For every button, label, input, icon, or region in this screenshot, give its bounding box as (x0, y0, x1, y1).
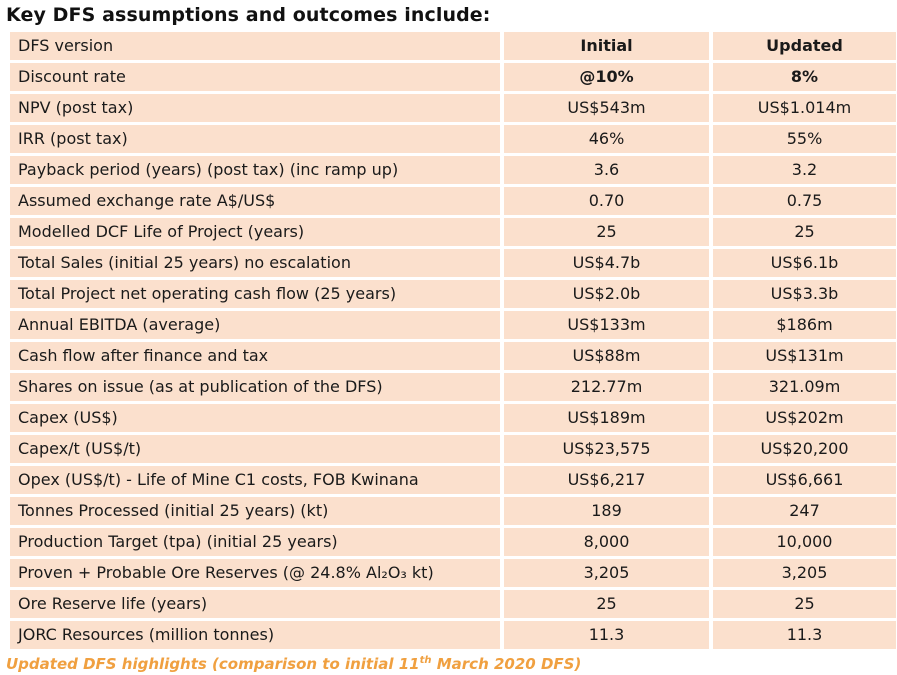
row-metric: Modelled DCF Life of Project (years) (10, 218, 500, 246)
table-header-row: DFS version Initial Updated (10, 32, 896, 60)
row-metric: Tonnes Processed (initial 25 years) (kt) (10, 497, 500, 525)
row-initial: 8,000 (504, 528, 709, 556)
section-heading: Key DFS assumptions and outcomes include… (6, 4, 491, 26)
row-initial: 3.6 (504, 156, 709, 184)
row-metric: Cash flow after finance and tax (10, 342, 500, 370)
row-metric: Assumed exchange rate A$/US$ (10, 187, 500, 215)
row-updated: 25 (713, 218, 896, 246)
dfs-table: DFS version Initial Updated Discount rat… (6, 29, 897, 652)
row-metric: Capex (US$) (10, 404, 500, 432)
caption-text-end: March 2020 DFS) (431, 655, 582, 673)
row-initial: @10% (504, 63, 709, 91)
row-initial: US$543m (504, 94, 709, 122)
table-row: Total Project net operating cash flow (2… (10, 280, 896, 308)
table-row: Assumed exchange rate A$/US$ 0.70 0.75 (10, 187, 896, 215)
row-metric: Annual EBITDA (average) (10, 311, 500, 339)
row-updated: 3.2 (713, 156, 896, 184)
table-row: Annual EBITDA (average) US$133m $186m (10, 311, 896, 339)
table-row: Production Target (tpa) (initial 25 year… (10, 528, 896, 556)
row-metric: Proven + Probable Ore Reserves (@ 24.8% … (10, 559, 500, 587)
row-initial: 3,205 (504, 559, 709, 587)
table-row: Proven + Probable Ore Reserves (@ 24.8% … (10, 559, 896, 587)
caption-superscript: th (419, 655, 432, 666)
table-row: Modelled DCF Life of Project (years) 25 … (10, 218, 896, 246)
header-metric: DFS version (10, 32, 500, 60)
row-initial: US$189m (504, 404, 709, 432)
row-updated: US$202m (713, 404, 896, 432)
row-updated: US$20,200 (713, 435, 896, 463)
row-updated: 11.3 (713, 621, 896, 649)
row-updated: US$1.014m (713, 94, 896, 122)
row-updated: 10,000 (713, 528, 896, 556)
row-updated: US$131m (713, 342, 896, 370)
row-updated: US$3.3b (713, 280, 896, 308)
row-initial: US$23,575 (504, 435, 709, 463)
row-initial: US$88m (504, 342, 709, 370)
row-initial: US$6,217 (504, 466, 709, 494)
row-metric: Payback period (years) (post tax) (inc r… (10, 156, 500, 184)
row-initial: 212.77m (504, 373, 709, 401)
row-updated: US$6.1b (713, 249, 896, 277)
table-row: Total Sales (initial 25 years) no escala… (10, 249, 896, 277)
row-metric: IRR (post tax) (10, 125, 500, 153)
table-row: Discount rate @10% 8% (10, 63, 896, 91)
table-row: Tonnes Processed (initial 25 years) (kt)… (10, 497, 896, 525)
table-row: Opex (US$/t) - Life of Mine C1 costs, FO… (10, 466, 896, 494)
table-row: Cash flow after finance and tax US$88m U… (10, 342, 896, 370)
row-initial: US$4.7b (504, 249, 709, 277)
row-initial: 0.70 (504, 187, 709, 215)
table-row: Ore Reserve life (years) 25 25 (10, 590, 896, 618)
row-updated: 247 (713, 497, 896, 525)
row-metric: Production Target (tpa) (initial 25 year… (10, 528, 500, 556)
caption-text: Updated DFS highlights (comparison to in… (6, 655, 420, 673)
row-initial: US$133m (504, 311, 709, 339)
table-row: Capex (US$) US$189m US$202m (10, 404, 896, 432)
row-metric: Ore Reserve life (years) (10, 590, 500, 618)
row-initial: 11.3 (504, 621, 709, 649)
row-metric: Total Sales (initial 25 years) no escala… (10, 249, 500, 277)
table-row: Capex/t (US$/t) US$23,575 US$20,200 (10, 435, 896, 463)
table-row: Payback period (years) (post tax) (inc r… (10, 156, 896, 184)
row-metric: Shares on issue (as at publication of th… (10, 373, 500, 401)
row-updated: 8% (713, 63, 896, 91)
table-row: Shares on issue (as at publication of th… (10, 373, 896, 401)
row-metric: Capex/t (US$/t) (10, 435, 500, 463)
table-row: NPV (post tax) US$543m US$1.014m (10, 94, 896, 122)
row-metric: NPV (post tax) (10, 94, 500, 122)
row-updated: US$6,661 (713, 466, 896, 494)
row-metric: Total Project net operating cash flow (2… (10, 280, 500, 308)
row-initial: 25 (504, 590, 709, 618)
row-updated: $186m (713, 311, 896, 339)
header-initial: Initial (504, 32, 709, 60)
row-initial: 25 (504, 218, 709, 246)
row-metric: Opex (US$/t) - Life of Mine C1 costs, FO… (10, 466, 500, 494)
row-initial: US$2.0b (504, 280, 709, 308)
row-updated: 3,205 (713, 559, 896, 587)
table-caption: Updated DFS highlights (comparison to in… (6, 651, 581, 674)
header-updated: Updated (713, 32, 896, 60)
row-initial: 189 (504, 497, 709, 525)
table-row: IRR (post tax) 46% 55% (10, 125, 896, 153)
row-updated: 55% (713, 125, 896, 153)
row-initial: 46% (504, 125, 709, 153)
table-row: JORC Resources (million tonnes) 11.3 11.… (10, 621, 896, 649)
row-metric: Discount rate (10, 63, 500, 91)
row-updated: 0.75 (713, 187, 896, 215)
row-metric: JORC Resources (million tonnes) (10, 621, 500, 649)
row-updated: 25 (713, 590, 896, 618)
row-updated: 321.09m (713, 373, 896, 401)
